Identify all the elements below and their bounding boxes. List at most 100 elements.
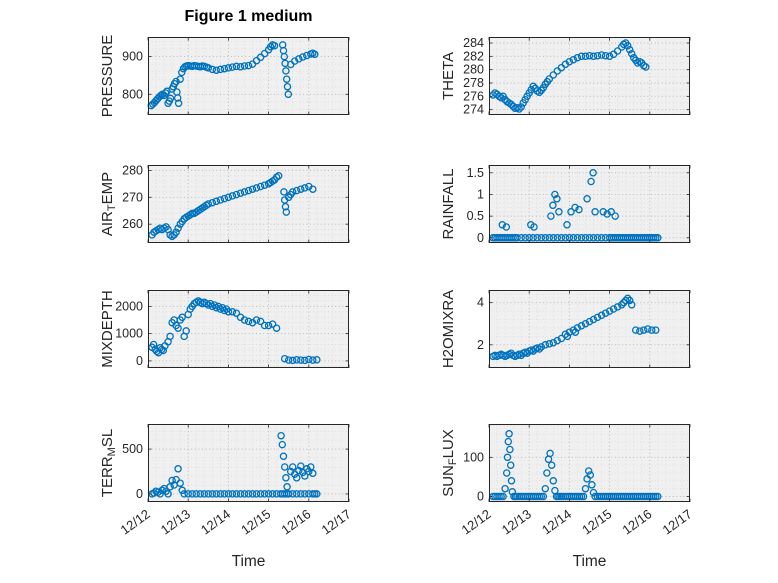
- axes-box: [148, 37, 349, 115]
- data-points: [489, 430, 662, 501]
- minor-grid: [489, 290, 690, 368]
- svg-text:12/15: 12/15: [238, 506, 273, 537]
- svg-text:270: 270: [122, 190, 143, 204]
- plot-background: [148, 290, 349, 368]
- axes-box: [148, 165, 349, 243]
- svg-text:284: 284: [463, 36, 484, 50]
- axes-box: [148, 424, 349, 502]
- major-grid: [148, 37, 349, 115]
- axes-box: [489, 37, 690, 115]
- subplot-sunflux: 0 100 SUNFLUX 12/12 12/13 12/14 12/15 12/16 12/1…: [440, 424, 695, 538]
- plot-background: [489, 424, 690, 502]
- plot-area-rainfall: 0 0.5 1 1.5 RAINFALL: [440, 165, 691, 245]
- svg-text:1: 1: [477, 187, 484, 201]
- minor-grid: [489, 37, 690, 115]
- plot-background: [489, 290, 690, 368]
- tick-marks: [147, 424, 350, 502]
- data-points: [489, 294, 660, 361]
- y-tick-labels: 0 500: [122, 442, 143, 501]
- svg-text:12/17: 12/17: [319, 506, 354, 537]
- svg-text:0: 0: [477, 231, 484, 245]
- svg-text:900: 900: [122, 50, 143, 64]
- y-axis-label: SUNFLUX: [440, 429, 459, 497]
- svg-text:0: 0: [136, 487, 143, 501]
- svg-text:12/16: 12/16: [278, 506, 313, 537]
- subplot-mixdepth: 0 1000 2000 MIXDEPTH: [99, 290, 350, 368]
- y-tick-labels: 24: [477, 296, 484, 352]
- y-axis-label: AIRTEMP: [99, 172, 118, 236]
- plot-area-airtemp: 260 270 280 AIRTEMP: [99, 163, 350, 243]
- major-grid: [489, 37, 690, 115]
- data-points: [489, 169, 662, 242]
- svg-text:12/12: 12/12: [459, 506, 494, 537]
- subplot-terrmsl: 0 500 TERRMSL 12/12 12/13 12/14 12/15 12/16 12/1…: [99, 424, 354, 538]
- y-tick-labels: 800 900: [122, 50, 143, 102]
- y-tick-labels: 260 270 280: [122, 163, 143, 231]
- x-tick-labels: 12/12 12/13 12/14 12/15 12/16 12/17: [459, 506, 695, 537]
- plot-area-pressure: 800 900 PRESSURE: [99, 35, 350, 117]
- svg-text:1000: 1000: [115, 327, 143, 341]
- svg-text:0.5: 0.5: [467, 209, 484, 223]
- major-grid: [148, 424, 349, 502]
- minor-grid: [489, 424, 690, 502]
- axes-box: [489, 290, 690, 368]
- svg-text:280: 280: [463, 63, 484, 77]
- figure-title: Figure 1 medium: [184, 8, 313, 25]
- svg-text:12/16: 12/16: [619, 506, 654, 537]
- y-axis-label: RAINFALL: [440, 169, 457, 240]
- major-grid: [489, 165, 690, 243]
- tick-marks: [147, 165, 350, 243]
- y-tick-labels: 0 0.5 1 1.5: [467, 166, 484, 245]
- tick-marks: [488, 165, 691, 243]
- y-axis-label: PRESSURE: [99, 35, 116, 118]
- y-axis-label: MIXDEPTH: [99, 290, 116, 368]
- subplot-theta: 274 276 278 280 282 284 THETA: [440, 36, 691, 117]
- svg-text:12/13: 12/13: [499, 506, 534, 537]
- svg-text:276: 276: [463, 89, 484, 103]
- svg-text:12/12: 12/12: [118, 506, 153, 537]
- tick-marks: [488, 424, 691, 502]
- x-tick-labels: 12/12 12/13 12/14 12/15 12/16 12/17: [118, 506, 354, 537]
- plot-background: [489, 165, 690, 243]
- svg-text:12/17: 12/17: [660, 506, 695, 537]
- svg-text:800: 800: [122, 87, 143, 101]
- y-tick-labels: 0 100: [463, 450, 484, 503]
- plot-background: [148, 37, 349, 115]
- svg-text:1.5: 1.5: [467, 166, 484, 180]
- tick-marks: [147, 290, 350, 368]
- axes-box: [489, 424, 690, 502]
- svg-text:500: 500: [122, 442, 143, 456]
- svg-text:100: 100: [463, 450, 484, 464]
- x-axis-label-left: Time: [231, 553, 266, 570]
- plot-background: [148, 424, 349, 502]
- y-axis-label: TERRMSL: [99, 429, 118, 497]
- svg-text:12/14: 12/14: [198, 506, 233, 537]
- svg-text:260: 260: [122, 217, 143, 231]
- tick-marks: [488, 290, 691, 368]
- plot-background: [489, 37, 690, 115]
- plot-background: [148, 165, 349, 243]
- major-grid: [489, 424, 690, 502]
- y-tick-labels: 0 1000 2000: [115, 299, 143, 368]
- svg-text:278: 278: [463, 76, 484, 90]
- data-points: [147, 41, 319, 110]
- y-axis-label: THETA: [440, 52, 457, 100]
- subplot-h2omixra: 2 4 H2OMIXRA: [440, 290, 691, 368]
- minor-grid: [148, 37, 349, 115]
- axes-box: [489, 165, 690, 243]
- x-axis-label-right: Time: [572, 553, 607, 570]
- tick-marks: [147, 37, 350, 115]
- svg-text:0: 0: [477, 490, 484, 504]
- svg-text:0: 0: [136, 354, 143, 368]
- data-points: [148, 297, 321, 365]
- axes-box: [148, 290, 349, 368]
- svg-text:12/15: 12/15: [579, 506, 614, 537]
- svg-text:274: 274: [463, 103, 484, 117]
- svg-text:2000: 2000: [115, 299, 143, 313]
